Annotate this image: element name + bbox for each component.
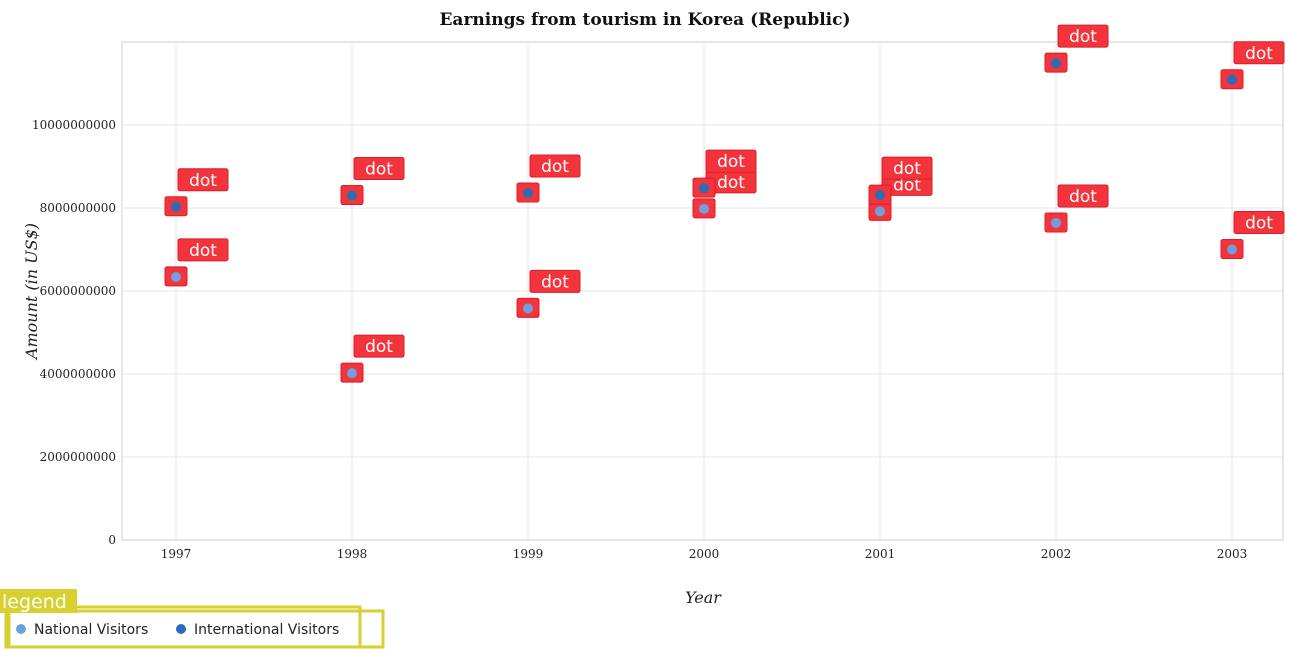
y-tick-label: 2000000000 <box>40 450 116 464</box>
x-tick-label: 2003 <box>1217 547 1248 561</box>
chart-title: Earnings from tourism in Korea (Republic… <box>439 10 850 30</box>
national-visitors-point: dot <box>1220 211 1285 259</box>
international-visitors-annotation-label: dot <box>1069 27 1097 47</box>
national-visitors-marker <box>523 303 533 314</box>
international-visitors-annotation-label: dot <box>893 159 921 179</box>
grid <box>122 42 1283 541</box>
international-visitors-marker <box>523 188 533 199</box>
international-visitors-annotation-label: dot <box>189 171 217 191</box>
international-visitors-annotation-label: dot <box>365 160 393 180</box>
national-visitors-annotation-box <box>1233 211 1285 234</box>
national-visitors-annotation-label: dot <box>189 241 217 261</box>
national-visitors-point: dot <box>1044 184 1109 233</box>
national-visitors-annotation-box <box>353 334 405 358</box>
legend-international-visitors-marker <box>176 624 186 634</box>
national-visitors-point: dot <box>340 334 405 383</box>
international-visitors-marker <box>171 201 181 212</box>
international-visitors-annotation-box <box>1057 24 1109 48</box>
y-tick-label: 0 <box>108 533 116 547</box>
y-axis-label: Amount (in US$) <box>22 223 41 361</box>
legend: legend National Visitors International V… <box>0 589 385 649</box>
international-visitors-point: dot <box>164 168 229 217</box>
international-visitors-marker <box>875 190 885 201</box>
legend-international-visitors-label: International Visitors <box>194 622 339 638</box>
x-tick-label: 1999 <box>513 547 544 561</box>
international-visitors-annotation-box <box>353 157 405 181</box>
legend-title: legend <box>2 591 67 613</box>
international-visitors-marker <box>1227 74 1237 85</box>
legend-national-visitors-label: National Visitors <box>34 622 148 638</box>
international-visitors-point: dot <box>1044 24 1109 73</box>
national-visitors-annotation-box <box>177 238 229 262</box>
international-visitors-annotation-box <box>1233 41 1285 65</box>
national-visitors-marker <box>347 368 357 379</box>
international-visitors-annotation-box <box>881 156 933 180</box>
international-visitors-annotation-box <box>177 168 229 192</box>
international-visitors-annotation-label: dot <box>1245 44 1273 64</box>
x-axis-ticks: 1997 1998 1999 2000 2001 2002 2003 <box>161 547 1248 561</box>
y-axis-ticks: 0 2000000000 4000000000 6000000000 800000000… <box>32 118 116 547</box>
x-tick-label: 2001 <box>865 547 896 561</box>
international-visitors-point: dot <box>516 154 581 203</box>
y-tick-label: 8000000000 <box>40 201 116 215</box>
y-tick-label: 6000000000 <box>40 284 116 298</box>
x-tick-label: 1997 <box>161 547 192 561</box>
x-axis-label: Year <box>685 588 722 607</box>
x-tick-label: 2000 <box>689 547 720 561</box>
national-visitors-point: dot <box>164 238 229 287</box>
y-tick-label: 4000000000 <box>40 367 116 381</box>
international-visitors-marker <box>699 183 709 194</box>
national-visitors-marker <box>1227 244 1237 255</box>
national-visitors-annotation-label: dot <box>541 272 569 292</box>
international-visitors-marker <box>1051 58 1061 69</box>
international-visitors-point: dot <box>340 157 405 206</box>
international-visitors-annotation-label: dot <box>717 152 745 172</box>
international-visitors-annotation-box <box>705 149 757 173</box>
international-visitors-point: dot <box>692 149 757 198</box>
national-visitors-marker <box>699 203 709 214</box>
legend-title-background <box>0 589 77 613</box>
national-visitors-annotation-label: dot <box>1245 214 1273 234</box>
international-visitors-annotation-label: dot <box>541 157 569 177</box>
legend-inner-frame <box>7 605 362 649</box>
national-visitors-point: dot <box>516 269 581 318</box>
national-visitors-marker <box>1051 217 1061 228</box>
national-visitors-annotation-label: dot <box>365 337 393 357</box>
national-visitors-annotation-label: dot <box>717 173 745 193</box>
international-visitors-point: dot <box>868 156 933 205</box>
international-visitors-point: dot <box>1220 41 1285 90</box>
legend-national-visitors-marker <box>16 624 26 634</box>
national-visitors-marker <box>171 271 181 282</box>
plot-frame <box>121 41 1284 541</box>
international-visitors-marker <box>347 190 357 201</box>
national-visitors-annotation-box <box>529 269 581 293</box>
x-tick-label: 2002 <box>1041 547 1072 561</box>
national-visitors-annotation-label: dot <box>1069 187 1097 207</box>
x-tick-label: 1998 <box>337 547 368 561</box>
national-visitors-marker <box>875 206 885 217</box>
national-visitors-annotation-box <box>1057 184 1109 208</box>
y-tick-label: 10000000000 <box>32 118 116 132</box>
national-visitors-annotation-label: dot <box>893 175 921 195</box>
international-visitors-annotation-box <box>529 154 581 178</box>
